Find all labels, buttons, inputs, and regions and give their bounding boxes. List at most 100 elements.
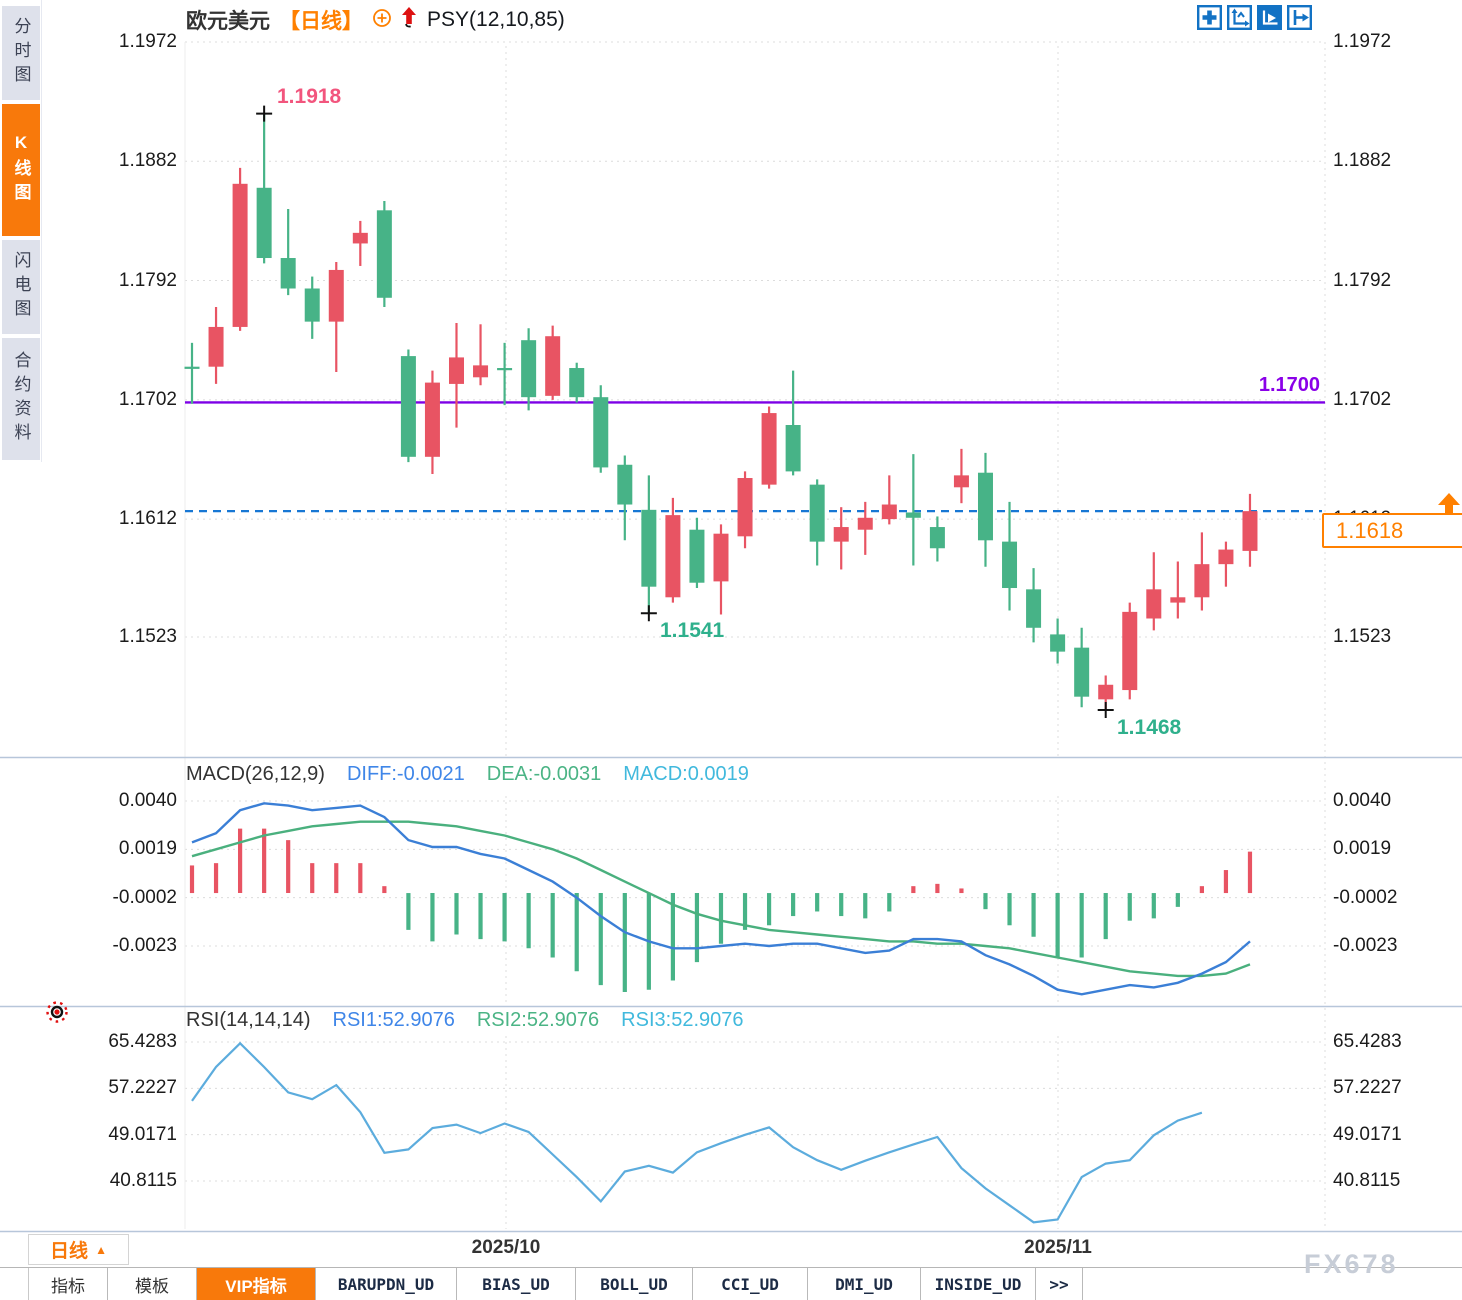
axis-scale-tool-icon[interactable] bbox=[1227, 5, 1252, 30]
sidebar-tab-lightning-chart[interactable]: 闪电图 bbox=[2, 240, 40, 334]
macd-diff-line bbox=[191, 802, 1251, 996]
candle-body bbox=[1146, 589, 1162, 619]
candle-body bbox=[809, 484, 825, 542]
macd-dea-readout: DEA:-0.0031 bbox=[486, 763, 602, 785]
axis-tick-label: -0.0002 bbox=[112, 886, 177, 908]
macd-dea-line bbox=[191, 820, 1251, 978]
candle-body bbox=[497, 368, 513, 371]
axis-tick-label: 1.1702 bbox=[118, 388, 177, 410]
candle-body bbox=[184, 366, 200, 369]
macd-diff-readout: DIFF:-0.0021 bbox=[346, 763, 465, 785]
x-axis-date-label: 2025/10 bbox=[471, 1237, 541, 1258]
candle-body bbox=[304, 288, 320, 322]
candle-body bbox=[473, 365, 489, 378]
current-price-badge: 1.1618 bbox=[1322, 513, 1462, 548]
swing-low-label: 1.1541 bbox=[660, 619, 725, 642]
rsi-line bbox=[191, 1041, 1203, 1224]
indicator-tab-bar: 指标 模板 VIP指标 BARUPDN_UD BIAS_UD BOLL_UD C… bbox=[0, 1267, 1462, 1300]
candle-body bbox=[280, 258, 296, 289]
candle-body bbox=[424, 382, 440, 457]
axis-tick-label: 65.4283 bbox=[108, 1031, 177, 1052]
tab-bar-spacer bbox=[0, 1268, 29, 1300]
candle-body bbox=[689, 529, 705, 583]
pane-collapse-tool-icon[interactable] bbox=[1287, 5, 1312, 30]
axis-tick-label: 1.1972 bbox=[1333, 31, 1392, 52]
axis-tick-label: 49.0171 bbox=[1333, 1123, 1402, 1145]
tab-bias-ud[interactable]: BIAS_UD bbox=[457, 1268, 576, 1300]
psy-up-arrow-icon bbox=[401, 7, 418, 33]
period-selector-button[interactable]: 日线 ▲ bbox=[28, 1234, 129, 1265]
rsi-header: RSI(14,14,14) RSI1:52.9076 RSI2:52.9076 … bbox=[186, 1009, 744, 1032]
candle-body bbox=[905, 512, 921, 518]
candle-body bbox=[953, 475, 969, 488]
candle-body bbox=[977, 472, 993, 541]
axis-tick-label: 0.0019 bbox=[1333, 838, 1392, 860]
period-tag[interactable]: 【日线】 bbox=[279, 10, 363, 33]
price-up-arrow-icon bbox=[1437, 492, 1461, 519]
axis-tick-label: 1.1702 bbox=[1333, 388, 1392, 410]
candle-body bbox=[521, 340, 537, 398]
candle-body bbox=[1098, 684, 1114, 700]
axis-tick-label: -0.0023 bbox=[1333, 934, 1398, 956]
rsi2-readout: RSI2:52.9076 bbox=[476, 1009, 600, 1031]
overlay-indicator-label[interactable]: PSY(12,10,85) bbox=[427, 8, 565, 31]
candle-body bbox=[569, 368, 585, 398]
candle-body bbox=[785, 425, 801, 472]
candle-body bbox=[1218, 549, 1234, 565]
tab-cci-ud[interactable]: CCI_UD bbox=[693, 1268, 808, 1300]
rsi1-readout: RSI1:52.9076 bbox=[332, 1009, 455, 1031]
candle-body bbox=[857, 517, 873, 530]
axis-tick-label: -0.0002 bbox=[1333, 886, 1398, 908]
tab-vip-indicators[interactable]: VIP指标 bbox=[197, 1268, 316, 1300]
axis-tick-label: 49.0171 bbox=[108, 1123, 177, 1145]
candle-body bbox=[881, 504, 897, 520]
tab-dmi-ud[interactable]: DMI_UD bbox=[808, 1268, 921, 1300]
swing-high-label: 1.1918 bbox=[277, 85, 342, 108]
candle-body bbox=[1170, 597, 1186, 603]
axis-tick-label: 40.8115 bbox=[109, 1170, 177, 1191]
candle-body bbox=[761, 413, 777, 485]
candle-body bbox=[1050, 634, 1066, 652]
axis-tick-label: 1.1792 bbox=[118, 269, 177, 291]
chart-title-row: 欧元美元 【日线】 PSY(12,10,85) bbox=[186, 6, 565, 34]
tab-barupdn-ud[interactable]: BARUPDN_UD bbox=[316, 1268, 457, 1300]
candle-body bbox=[593, 397, 609, 468]
candle-body bbox=[232, 183, 248, 327]
sidebar-tab-time-chart[interactable]: 分时图 bbox=[2, 6, 40, 100]
axis-tick-label: 1.1612 bbox=[118, 508, 177, 530]
axis-tick-label: 65.4283 bbox=[1333, 1031, 1402, 1052]
axis-tick-label: 1.1972 bbox=[118, 31, 177, 52]
crosshair-marker bbox=[1097, 701, 1114, 718]
tab-boll-ud[interactable]: BOLL_UD bbox=[576, 1268, 693, 1300]
macd-title[interactable]: MACD(26,12,9) bbox=[186, 763, 325, 785]
candle-body bbox=[448, 357, 464, 384]
axis-tick-label: 40.8115 bbox=[1333, 1170, 1401, 1191]
axis-tick-label: 57.2227 bbox=[108, 1077, 177, 1099]
candle-body bbox=[1002, 541, 1018, 589]
tab-indicators[interactable]: 指标 bbox=[29, 1268, 108, 1300]
period-selector-arrow-icon: ▲ bbox=[95, 1242, 107, 1257]
axis-tick-label: 1.1523 bbox=[118, 626, 177, 648]
tab-templates[interactable]: 模板 bbox=[108, 1268, 197, 1300]
horizontal-line-price-label[interactable]: 1.1700 bbox=[1258, 374, 1320, 396]
candle-body bbox=[400, 356, 416, 457]
sidebar-tab-candle-chart[interactable]: K线图 bbox=[2, 104, 40, 236]
axis-play-tool-icon[interactable] bbox=[1257, 5, 1282, 30]
candle-body bbox=[545, 336, 561, 396]
sidebar-tab-contract-info[interactable]: 合约资料 bbox=[2, 338, 40, 460]
add-indicator-icon[interactable] bbox=[372, 8, 392, 33]
rsi-title[interactable]: RSI(14,14,14) bbox=[186, 1009, 311, 1031]
indicator-settings-icon[interactable] bbox=[45, 1000, 69, 1029]
candle-body bbox=[256, 187, 272, 259]
x-axis-date-label: 2025/11 bbox=[1024, 1237, 1092, 1258]
rsi3-readout: RSI3:52.9076 bbox=[621, 1009, 744, 1031]
crosshair-marker bbox=[640, 605, 657, 622]
candle-body bbox=[352, 232, 368, 244]
candle-body bbox=[713, 533, 729, 582]
tab-inside-ud[interactable]: INSIDE_UD bbox=[921, 1268, 1036, 1300]
move-tool-icon[interactable] bbox=[1197, 5, 1222, 30]
tab-more[interactable]: >> bbox=[1036, 1268, 1083, 1300]
candle-body bbox=[1194, 564, 1210, 598]
